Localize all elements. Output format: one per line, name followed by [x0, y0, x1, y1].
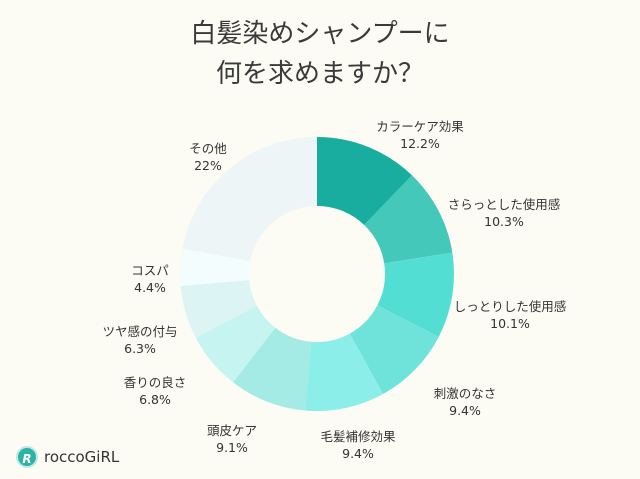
slice-label: コスパ 4.4%	[131, 262, 169, 296]
slice-value: 9.4%	[449, 403, 481, 418]
slice-value: 9.4%	[342, 446, 374, 461]
slice-category: その他	[189, 141, 227, 156]
slice-label: しっとりした使用感 10.1%	[454, 298, 567, 332]
donut-slice-1	[317, 137, 413, 226]
donut-slice-2	[364, 175, 453, 264]
slice-value: 10.3%	[484, 214, 524, 229]
slice-label: 頭皮ケア 9.1%	[207, 422, 257, 456]
brand-logo-icon: R	[16, 446, 38, 468]
title-line-1: 白髪染めシャンプーに	[190, 19, 450, 49]
slice-category: 頭皮ケア	[206, 423, 258, 438]
slice-label: 刺激のなさ 9.4%	[434, 385, 497, 419]
slice-value: 9.1%	[216, 440, 248, 455]
donut-slice-7	[195, 305, 276, 383]
slice-category: ツヤ感の付与	[102, 324, 178, 339]
title-line-2: 何を求めますか？	[215, 59, 424, 89]
slice-category: 刺激のなさ	[433, 386, 497, 401]
brand-logo: R roccoGiRL	[16, 446, 119, 468]
slice-label: 香りの良さ 6.8%	[124, 374, 187, 408]
slice-category: 香りの良さ	[123, 375, 187, 390]
slice-value: 22%	[194, 158, 222, 173]
slice-category: コスパ	[131, 263, 169, 278]
slice-value: 10.1%	[490, 316, 530, 331]
donut-slice-5	[304, 333, 384, 411]
donut-slice-9	[180, 248, 251, 287]
slice-value: 6.3%	[124, 341, 156, 356]
donut-slice-4	[349, 305, 439, 395]
donut-slice-10	[182, 137, 317, 262]
slice-category: さらっとした使用感	[447, 197, 561, 212]
donut-slice-3	[377, 252, 454, 337]
slice-value: 12.2%	[400, 136, 440, 151]
slice-label: ツヤ感の付与 6.3%	[102, 323, 177, 357]
slice-value: 4.4%	[134, 280, 166, 295]
slice-value: 6.8%	[139, 392, 171, 407]
brand-name: roccoGiRL	[44, 448, 120, 466]
slice-label: その他 22%	[189, 140, 227, 174]
slice-category: しっとりした使用感	[453, 299, 567, 314]
slice-category: 毛髪補修効果	[320, 429, 396, 444]
donut-slice-8	[180, 279, 257, 338]
slice-label: さらっとした使用感 10.3%	[448, 196, 561, 230]
donut-slice-6	[233, 327, 312, 411]
chart-title: 白髪染めシャンプーに 何を求めますか？	[0, 14, 640, 94]
slice-label: 毛髪補修効果 9.4%	[320, 428, 395, 462]
slice-category: カラーケア効果	[376, 119, 464, 134]
slice-label: カラーケア効果 12.2%	[376, 118, 464, 152]
